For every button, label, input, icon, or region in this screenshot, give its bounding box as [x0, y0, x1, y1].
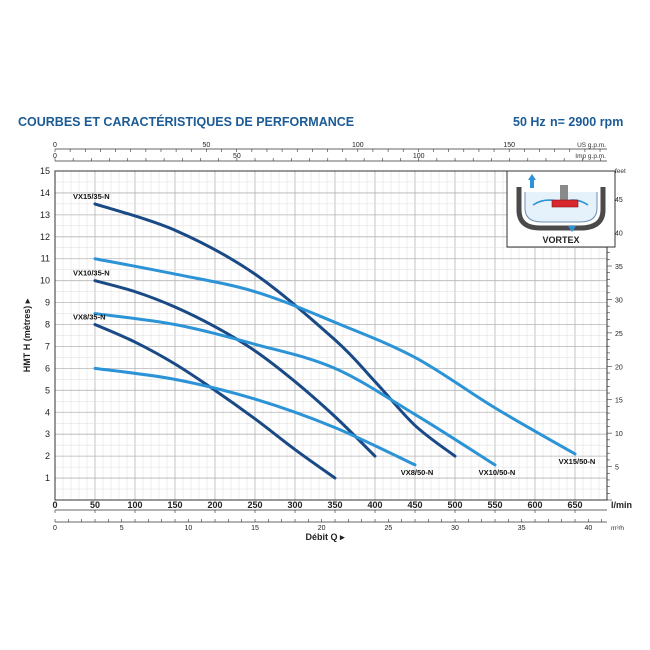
feet-tick-label: 35 [615, 264, 623, 271]
x-tick-label: 300 [287, 500, 302, 510]
y-tick-label: 10 [40, 276, 50, 286]
y-tick-label: 15 [40, 166, 50, 176]
us-gpm-label: 150 [503, 142, 515, 149]
m3h-label: 15 [251, 525, 259, 532]
x-tick-label: 150 [167, 500, 182, 510]
chart-title: COURBES ET CARACTÉRISTIQUES DE PERFORMAN… [18, 115, 355, 129]
series-labels: VX15/35-N VX10/35-N VX8/35-N VX15/50-N VX10/… [73, 192, 595, 477]
inset-label: VORTEX [542, 235, 579, 245]
imp-gpm-label: 50 [233, 153, 241, 160]
y-tick-label: 4 [45, 407, 50, 417]
y-tick-label: 12 [40, 232, 50, 242]
vortex-inset: VORTEX [506, 170, 616, 248]
m3h-label: 20 [318, 525, 326, 532]
imp-gpm-label: 0 [53, 153, 57, 160]
imp-gpm-unit: Imp g.p.m. [575, 153, 606, 160]
y-tick-label: 2 [45, 451, 50, 461]
m3h-label: 0 [53, 525, 57, 532]
plot-border [54, 170, 608, 501]
imp-gpm-label: 100 [413, 153, 425, 160]
feet-tick-label: 45 [615, 197, 623, 204]
x-tick-label: 100 [127, 500, 142, 510]
series-label-vx10-50-n: VX10/50-N [479, 468, 516, 477]
feet-tick-label: 10 [615, 431, 623, 438]
m3h-label: 5 [120, 525, 124, 532]
y-tick-label: 8 [45, 320, 50, 330]
series-label-vx8-50-n: VX8/50-N [401, 468, 434, 477]
y-tick-label: 9 [45, 298, 50, 308]
feet-tick-label: 40 [615, 231, 623, 238]
feet-tick-label: 30 [615, 297, 623, 304]
series-curves [93, 202, 577, 480]
y-tick-label: 14 [40, 188, 50, 198]
y-tick-label: 7 [45, 341, 50, 351]
x-tick-label: 0 [52, 500, 57, 510]
us-gpm-label: 0 [53, 142, 57, 149]
series-label-vx15-50-n: VX15/50-N [559, 457, 596, 466]
m3h-label: 40 [584, 525, 592, 532]
series-vx15-35-n [93, 202, 457, 458]
feet-unit: feet [615, 168, 626, 175]
x-tick-label: 250 [247, 500, 262, 510]
series-label-vx15-35-n: VX15/35-N [73, 192, 110, 201]
x-tick-label: 550 [487, 500, 502, 510]
x-tick-label: 350 [327, 500, 342, 510]
us-gpm-label: 100 [352, 142, 364, 149]
pump-impeller-icon [516, 174, 606, 232]
series-vx8-50-n [93, 366, 417, 467]
x-tick-label: 50 [90, 500, 100, 510]
x-tick-label: 400 [367, 500, 382, 510]
m3h-label: 35 [518, 525, 526, 532]
series-label-vx8-35-n: VX8/35-N [73, 313, 106, 322]
x-tick-label: 200 [207, 500, 222, 510]
x-unit-label: l/min [611, 500, 632, 510]
chart-frame [54, 148, 608, 523]
us-gpm-label: 50 [203, 142, 211, 149]
series-vx15-50-n [93, 257, 577, 456]
feet-tick-label: 20 [615, 364, 623, 371]
x-tick-label: 500 [447, 500, 462, 510]
y-tick-label: 6 [45, 363, 50, 373]
series-vx8-35-n [93, 323, 337, 480]
m3h-label: 25 [384, 525, 392, 532]
x-tick-label: 650 [567, 500, 582, 510]
y-tick-label: 5 [45, 385, 50, 395]
m3h-label: 30 [451, 525, 459, 532]
y-axis-title: HMT H (mètres) ▸ [22, 298, 32, 372]
y-tick-label: 3 [45, 429, 50, 439]
y-tick-label: 11 [41, 254, 50, 264]
y-tick-label: 1 [45, 473, 50, 483]
y-tick-label: 13 [40, 210, 50, 220]
m3h-label: 10 [184, 525, 192, 532]
series-vx10-50-n [93, 312, 497, 467]
feet-tick-label: 15 [615, 398, 623, 405]
feet-tick-label: 5 [615, 465, 619, 472]
x-tick-label: 450 [407, 500, 422, 510]
x-axis-title: Débit Q ▸ [305, 532, 345, 542]
series-label-vx10-35-n: VX10/35-N [73, 269, 110, 278]
us-gpm-unit: US g.p.m. [577, 142, 606, 149]
frequency-label: 50 Hz [513, 115, 546, 129]
feet-tick-label: 25 [615, 331, 623, 338]
m3h-unit: m³/h [611, 525, 624, 532]
speed-label: n= 2900 rpm [550, 115, 624, 129]
x-tick-label: 600 [527, 500, 542, 510]
